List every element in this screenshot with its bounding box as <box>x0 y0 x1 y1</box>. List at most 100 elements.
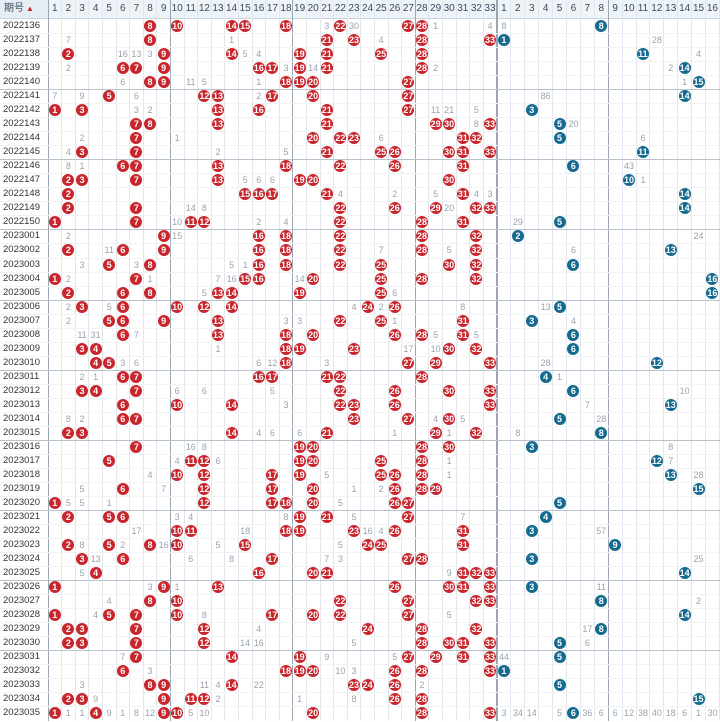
red-ball[interactable]: 21 <box>320 567 333 580</box>
red-ball[interactable]: 8 <box>144 679 156 692</box>
red-ball[interactable]: 11 <box>184 693 197 706</box>
red-ball[interactable]: 3 <box>76 342 88 355</box>
red-ball[interactable]: 33 <box>484 707 496 720</box>
red-ball[interactable]: 7 <box>130 637 143 650</box>
blue-ball[interactable]: 14 <box>678 609 691 622</box>
red-ball[interactable]: 28 <box>416 62 428 75</box>
red-ball[interactable]: 22 <box>334 20 347 32</box>
red-ball[interactable]: 12 <box>198 468 211 481</box>
red-ball[interactable]: 16 <box>252 258 265 271</box>
period-label[interactable]: 2022141 <box>3 90 40 102</box>
red-ball[interactable]: 2 <box>62 202 75 215</box>
red-column-header-9[interactable]: 9 <box>160 3 167 14</box>
period-label[interactable]: 2022144 <box>3 132 40 144</box>
red-column-header-22[interactable]: 22 <box>334 3 346 14</box>
red-ball[interactable]: 31 <box>456 637 469 650</box>
red-ball[interactable]: 31 <box>456 146 469 159</box>
red-ball[interactable]: 13 <box>212 328 224 341</box>
red-ball[interactable]: 19 <box>293 48 306 61</box>
red-column-header-15[interactable]: 15 <box>239 3 251 14</box>
red-ball[interactable]: 26 <box>388 665 401 678</box>
red-ball[interactable]: 18 <box>280 525 292 538</box>
red-ball[interactable]: 32 <box>470 230 483 243</box>
red-ball[interactable]: 13 <box>212 286 224 299</box>
blue-ball[interactable]: 14 <box>678 188 691 201</box>
red-ball[interactable]: 17 <box>266 553 279 566</box>
red-ball[interactable]: 8 <box>144 76 156 89</box>
red-ball[interactable]: 25 <box>375 272 388 285</box>
red-ball[interactable]: 33 <box>484 118 496 131</box>
period-label[interactable]: 2023003 <box>3 258 40 270</box>
blue-ball[interactable]: 5 <box>553 412 566 425</box>
red-ball[interactable]: 22 <box>334 244 347 257</box>
red-ball[interactable]: 6 <box>116 62 129 75</box>
blue-ball[interactable]: 3 <box>525 440 538 453</box>
red-ball[interactable]: 23 <box>348 342 360 355</box>
red-ball[interactable]: 25 <box>375 146 388 159</box>
red-ball[interactable]: 11 <box>184 216 197 229</box>
blue-ball[interactable]: 3 <box>525 553 538 566</box>
red-ball[interactable]: 18 <box>280 328 292 341</box>
period-label[interactable]: 2023001 <box>3 230 40 242</box>
blue-ball[interactable]: 3 <box>525 314 538 327</box>
period-column-header[interactable]: 期号 ▲ <box>0 0 48 18</box>
red-column-header-11[interactable]: 11 <box>185 3 196 14</box>
period-label[interactable]: 2023035 <box>3 707 40 719</box>
red-ball[interactable]: 30 <box>443 412 456 425</box>
period-label[interactable]: 2022138 <box>3 48 40 60</box>
red-ball[interactable]: 8 <box>144 20 156 32</box>
period-label[interactable]: 2023027 <box>3 595 40 607</box>
blue-ball[interactable]: 15 <box>692 693 705 706</box>
red-ball[interactable]: 16 <box>252 272 265 285</box>
red-ball[interactable]: 26 <box>388 693 401 706</box>
red-ball[interactable]: 28 <box>416 230 428 243</box>
red-ball[interactable]: 19 <box>293 440 306 453</box>
red-ball[interactable]: 8 <box>144 118 156 131</box>
red-ball[interactable]: 13 <box>212 104 224 117</box>
red-ball[interactable]: 22 <box>334 314 347 327</box>
red-ball[interactable]: 31 <box>456 314 469 327</box>
red-ball[interactable]: 6 <box>116 244 129 257</box>
red-ball[interactable]: 31 <box>456 188 469 201</box>
red-ball[interactable]: 20 <box>307 665 320 678</box>
red-ball[interactable]: 26 <box>388 160 401 173</box>
red-ball[interactable]: 7 <box>130 370 143 383</box>
red-ball[interactable]: 12 <box>198 637 211 650</box>
red-ball[interactable]: 13 <box>212 314 224 327</box>
red-ball[interactable]: 6 <box>116 412 129 425</box>
red-ball[interactable]: 17 <box>266 609 279 622</box>
red-ball[interactable]: 7 <box>130 146 143 159</box>
blue-column-header-5[interactable]: 5 <box>556 3 563 14</box>
red-ball[interactable]: 16 <box>252 567 265 580</box>
period-label[interactable]: 2023031 <box>3 651 40 663</box>
red-ball[interactable]: 30 <box>443 342 456 355</box>
red-ball[interactable]: 25 <box>375 454 388 467</box>
red-column-header-16[interactable]: 16 <box>253 3 265 14</box>
red-ball[interactable]: 19 <box>293 342 306 355</box>
period-label[interactable]: 2022149 <box>3 202 40 214</box>
blue-ball[interactable]: 8 <box>595 595 608 608</box>
blue-ball[interactable]: 14 <box>678 62 691 75</box>
red-ball[interactable]: 22 <box>334 370 347 383</box>
red-ball[interactable]: 33 <box>484 581 496 594</box>
red-column-header-23[interactable]: 23 <box>348 3 360 14</box>
red-ball[interactable]: 25 <box>375 258 388 271</box>
red-ball[interactable]: 23 <box>348 679 360 692</box>
red-ball[interactable]: 13 <box>212 581 224 594</box>
red-ball[interactable]: 32 <box>470 567 483 580</box>
period-label[interactable]: 2023004 <box>3 272 40 284</box>
red-ball[interactable]: 25 <box>375 539 388 552</box>
red-column-header-19[interactable]: 19 <box>294 3 306 14</box>
red-ball[interactable]: 32 <box>470 132 483 145</box>
red-ball[interactable]: 20 <box>307 567 320 580</box>
blue-ball[interactable]: 1 <box>497 34 510 47</box>
blue-ball[interactable]: 5 <box>553 637 566 650</box>
period-label[interactable]: 2022142 <box>3 104 40 116</box>
red-ball[interactable]: 28 <box>416 48 428 61</box>
red-ball[interactable]: 27 <box>402 651 415 664</box>
red-ball[interactable]: 6 <box>116 314 129 327</box>
blue-column-header-12[interactable]: 12 <box>651 3 663 14</box>
red-ball[interactable]: 7 <box>130 132 143 145</box>
red-ball[interactable]: 18 <box>280 76 292 89</box>
red-ball[interactable]: 17 <box>266 90 279 103</box>
